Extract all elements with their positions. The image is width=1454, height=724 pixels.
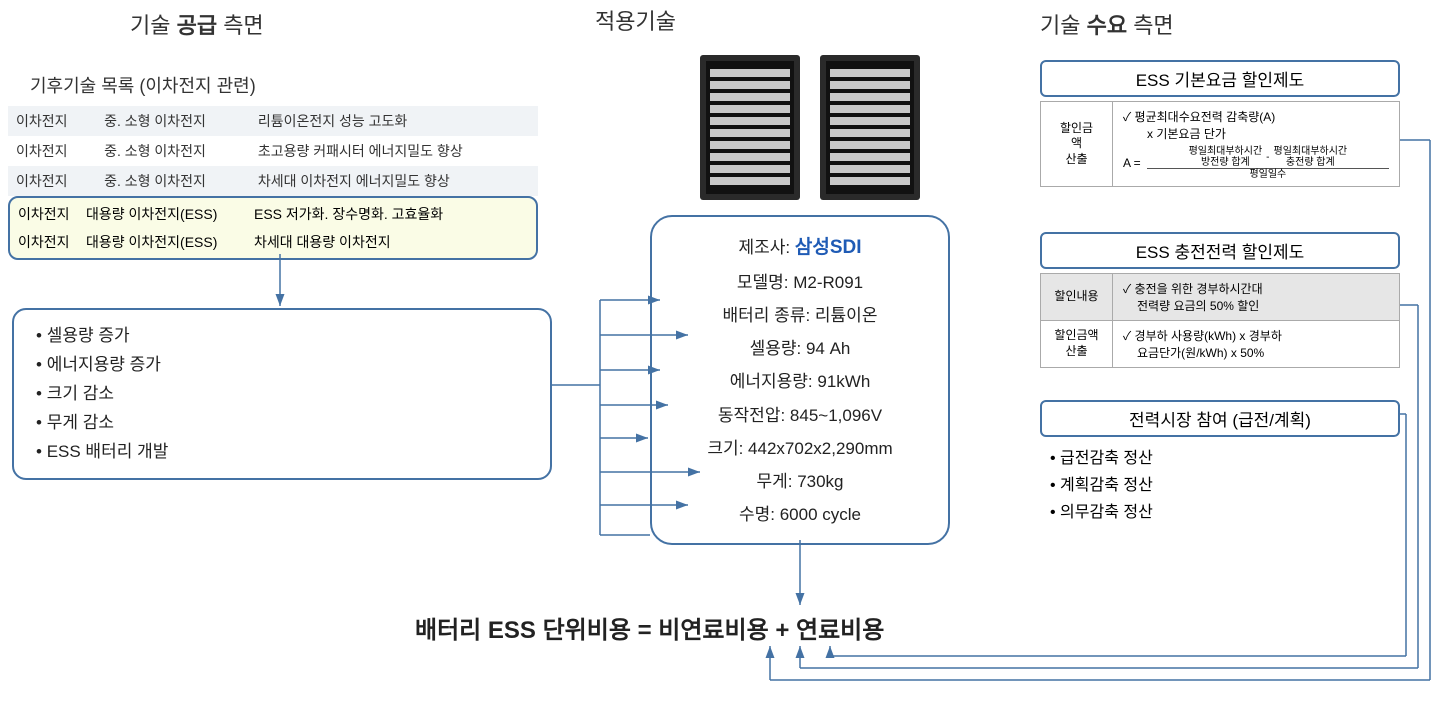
demand-box3-title: 전력시장 참여 (급전/계획) (1040, 400, 1400, 437)
demand-box2-label1: 할인내용 (1041, 274, 1113, 321)
header-applied: 적용기술 (595, 4, 676, 36)
list-item: • 에너지용량 증가 (36, 351, 528, 380)
demand-box2-content2: ✓ 경부하 사용량(kWh) x 경부하 요금단가(원/kWh) x 50% (1113, 321, 1400, 368)
demand-box2-label2: 할인금액 산출 (1041, 321, 1113, 368)
table-row: 이차전지 대용량 이차전지(ESS) 차세대 대용량 이차전지 (10, 228, 536, 256)
table-row: 이차전지 대용량 이차전지(ESS) ESS 저가화. 장수명화. 고효율화 (10, 200, 536, 228)
supply-bullet-box: • 셀용량 증가 • 에너지용량 증가 • 크기 감소 • 무게 감소 • ES… (12, 308, 552, 480)
spec-energy-capacity: 에너지용량: 91kWh (670, 365, 930, 398)
table-row: 이차전지 중. 소형 이차전지 리튬이온전지 성능 고도화 (8, 106, 538, 136)
spec-life: 수명: 6000 cycle (670, 498, 930, 531)
header-supply: 기술 공급 측면 (130, 8, 264, 40)
demand-box1-title: ESS 기본요금 할인제도 (1040, 60, 1400, 97)
cost-formula: 배터리 ESS 단위비용 = 비연료비용 + 연료비용 (415, 610, 884, 645)
list-item: • 급전감축 정산 (1050, 445, 1400, 472)
demand-box1-table: 할인금 액 산출 ✓ 평균최대수요전력 감축량(A) x 기본요금 단가 A =… (1040, 101, 1400, 187)
spec-cell-capacity: 셀용량: 94 Ah (670, 332, 930, 365)
demand-box2-content1: ✓ 충전을 위한 경부하시간대 전력량 요금의 50% 할인 (1113, 274, 1400, 321)
header-demand: 기술 수요 측면 (1040, 8, 1174, 40)
spec-voltage: 동작전압: 845~1,096V (670, 399, 930, 432)
table-row: 이차전지 중. 소형 이차전지 초고용량 커패시터 에너지밀도 향상 (8, 136, 538, 166)
list-item: • 무게 감소 (36, 409, 528, 438)
spec-model: 모델명: M2-R091 (670, 266, 930, 299)
spec-box: 제조사: 삼성SDI 모델명: M2-R091 배터리 종류: 리튬이온 셀용량… (650, 215, 950, 545)
list-item: • 셀용량 증가 (36, 322, 528, 351)
supply-subheader: 기후기술 목록 (이차전지 관련) (30, 72, 256, 98)
spec-battery-type: 배터리 종류: 리튬이온 (670, 299, 930, 332)
spec-maker: 제조사: 삼성SDI (670, 229, 930, 266)
ess-rack-image (680, 50, 940, 205)
demand-box2-title: ESS 충전전력 할인제도 (1040, 232, 1400, 269)
list-item: • 계획감축 정산 (1050, 472, 1400, 499)
spec-weight: 무게: 730kg (670, 465, 930, 498)
list-item: • 의무감축 정산 (1050, 499, 1400, 526)
spec-size: 크기: 442x702x2,290mm (670, 432, 930, 465)
list-item: • ESS 배터리 개발 (36, 438, 528, 467)
tech-highlight-box: 이차전지 대용량 이차전지(ESS) ESS 저가화. 장수명화. 고효율화 이… (8, 196, 538, 260)
demand-box1-body: ✓ 평균최대수요전력 감축량(A) x 기본요금 단가 A = 평일최대부하시간… (1113, 102, 1400, 187)
list-item: • 크기 감소 (36, 380, 528, 409)
table-row: 이차전지 중. 소형 이차전지 차세대 이차전지 에너지밀도 향상 (8, 166, 538, 196)
tech-table: 이차전지 중. 소형 이차전지 리튬이온전지 성능 고도화 이차전지 중. 소형… (8, 106, 538, 196)
demand-box3-list: • 급전감축 정산 • 계획감축 정산 • 의무감축 정산 (1040, 445, 1400, 527)
demand-box1-label: 할인금 액 산출 (1041, 102, 1113, 187)
demand-box2-table: 할인내용 ✓ 충전을 위한 경부하시간대 전력량 요금의 50% 할인 할인금액… (1040, 273, 1400, 368)
